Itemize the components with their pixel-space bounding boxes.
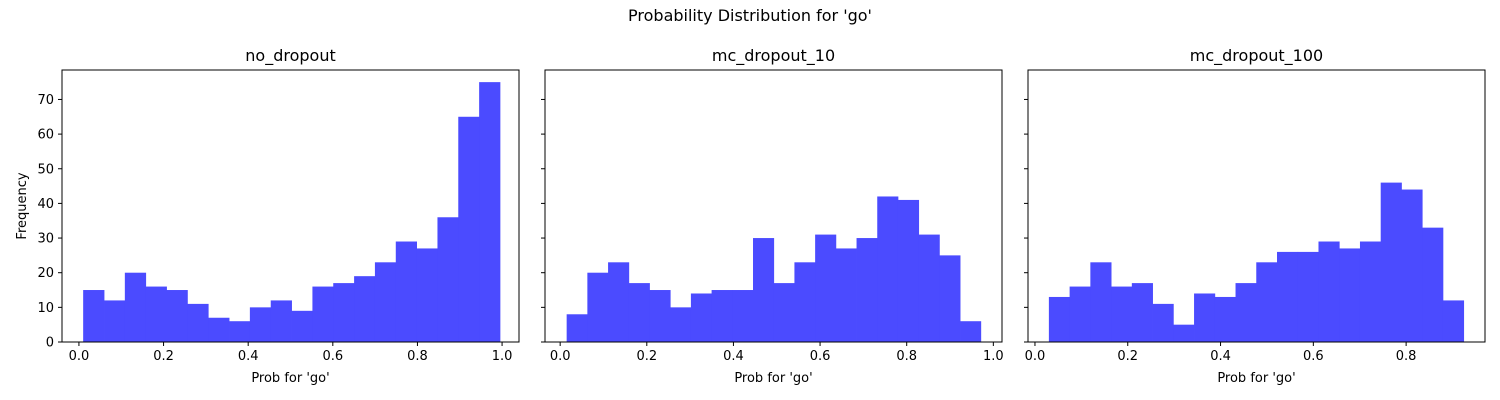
histogram-bar <box>1442 300 1465 342</box>
histogram-bar <box>124 272 147 342</box>
histogram-bar <box>856 238 878 342</box>
histogram-bar <box>1152 303 1174 342</box>
x-axis-label: Prob for 'go' <box>1217 371 1295 386</box>
histogram-bar <box>333 283 355 342</box>
histogram-bar <box>1194 293 1216 342</box>
x-tick-label: 0.4 <box>723 349 744 364</box>
histogram-bar <box>1235 283 1257 342</box>
histogram-bar <box>354 276 376 342</box>
y-tick-label: 20 <box>37 266 54 281</box>
histogram-bar <box>104 300 126 342</box>
x-tick-label: 0.4 <box>1210 349 1231 364</box>
axes-frame <box>544 69 1003 343</box>
x-tick-label: 0.4 <box>238 349 259 364</box>
histogram-bar <box>835 248 857 342</box>
histogram-bar <box>939 255 961 342</box>
y-tick-label: 60 <box>37 128 54 143</box>
histogram-bar <box>897 199 920 342</box>
histogram-bar <box>1401 189 1423 342</box>
y-axis-label: Frequency <box>15 172 30 239</box>
histogram-bar <box>1090 262 1112 342</box>
histogram-bar <box>1318 241 1340 342</box>
x-tick-label: 0.0 <box>1025 349 1046 364</box>
histogram-bar <box>291 310 313 342</box>
histogram-bar <box>1297 251 1319 342</box>
histogram-bar <box>566 314 588 342</box>
x-tick-label: 0.0 <box>550 349 571 364</box>
y-tick-label: 70 <box>37 93 54 108</box>
panel-title: no_dropout <box>245 46 335 66</box>
histogram-bar <box>1173 324 1195 342</box>
histogram-bar <box>732 290 754 342</box>
histogram-bar <box>270 300 292 342</box>
histogram-bar <box>374 262 397 342</box>
histogram-bar <box>1048 296 1071 342</box>
x-tick-label: 0.2 <box>1117 349 1138 364</box>
histogram-bar <box>1069 286 1091 342</box>
histogram-bar <box>1256 262 1278 342</box>
histogram-bar <box>83 290 105 342</box>
histogram-bar <box>587 272 609 342</box>
histogram-bar <box>877 196 899 342</box>
histogram-bar <box>166 290 188 342</box>
histogram-bar <box>208 317 230 342</box>
histogram-bar <box>249 307 272 342</box>
histogram-bar <box>312 286 334 342</box>
histogram-bar <box>753 238 775 342</box>
histogram-bar <box>608 262 630 342</box>
histogram-bar <box>649 290 671 342</box>
histogram-bar <box>773 283 795 342</box>
histogram-bar <box>1339 248 1361 342</box>
y-tick-label: 40 <box>37 197 54 212</box>
histogram-bar <box>1277 251 1299 342</box>
histogram-bar <box>960 321 982 342</box>
histogram-bar <box>794 262 816 342</box>
histogram-bar <box>690 293 712 342</box>
panel-title: mc_dropout_10 <box>712 46 835 66</box>
x-tick-label: 1.0 <box>983 349 1004 364</box>
x-tick-label: 0.8 <box>896 349 917 364</box>
x-tick-label: 0.8 <box>407 349 428 364</box>
histogram-bar <box>1131 283 1153 342</box>
figure-title: Probability Distribution for 'go' <box>628 6 872 25</box>
histogram-bar <box>918 234 940 342</box>
histogram-bar <box>1380 182 1402 342</box>
x-tick-label: 0.2 <box>636 349 657 364</box>
histogram-bar <box>815 234 837 342</box>
histogram-bar <box>711 290 733 342</box>
histogram-bar <box>416 248 438 342</box>
histogram-bar <box>1422 227 1444 342</box>
x-tick-label: 1.0 <box>492 349 513 364</box>
histogram-bar <box>458 116 480 342</box>
x-tick-label: 0.6 <box>1303 349 1324 364</box>
histogram-bar <box>1359 241 1382 342</box>
histogram-bar <box>628 283 650 342</box>
histogram-bar <box>229 321 251 342</box>
histogram-bar <box>395 241 417 342</box>
histogram-bar <box>670 307 692 342</box>
histogram-bar <box>187 303 209 342</box>
panel-title: mc_dropout_100 <box>1190 46 1323 66</box>
histogram-bar <box>479 82 501 343</box>
x-axis-label: Prob for 'go' <box>251 371 329 386</box>
histogram-bar <box>437 217 459 342</box>
axes-frame <box>1027 69 1486 343</box>
x-tick-label: 0.6 <box>810 349 831 364</box>
y-tick-label: 0 <box>46 336 54 351</box>
histogram-bar <box>1111 286 1133 342</box>
x-axis-label: Prob for 'go' <box>734 371 812 386</box>
x-tick-label: 0.6 <box>322 349 343 364</box>
y-tick-label: 50 <box>37 162 54 177</box>
x-tick-label: 0.2 <box>153 349 174 364</box>
x-tick-label: 0.8 <box>1396 349 1417 364</box>
histogram-bar <box>145 286 167 342</box>
histogram-bar <box>1214 296 1236 342</box>
axes-frame <box>61 69 520 343</box>
y-tick-label: 30 <box>37 232 54 247</box>
y-tick-label: 10 <box>37 301 54 316</box>
x-tick-label: 0.0 <box>69 349 90 364</box>
